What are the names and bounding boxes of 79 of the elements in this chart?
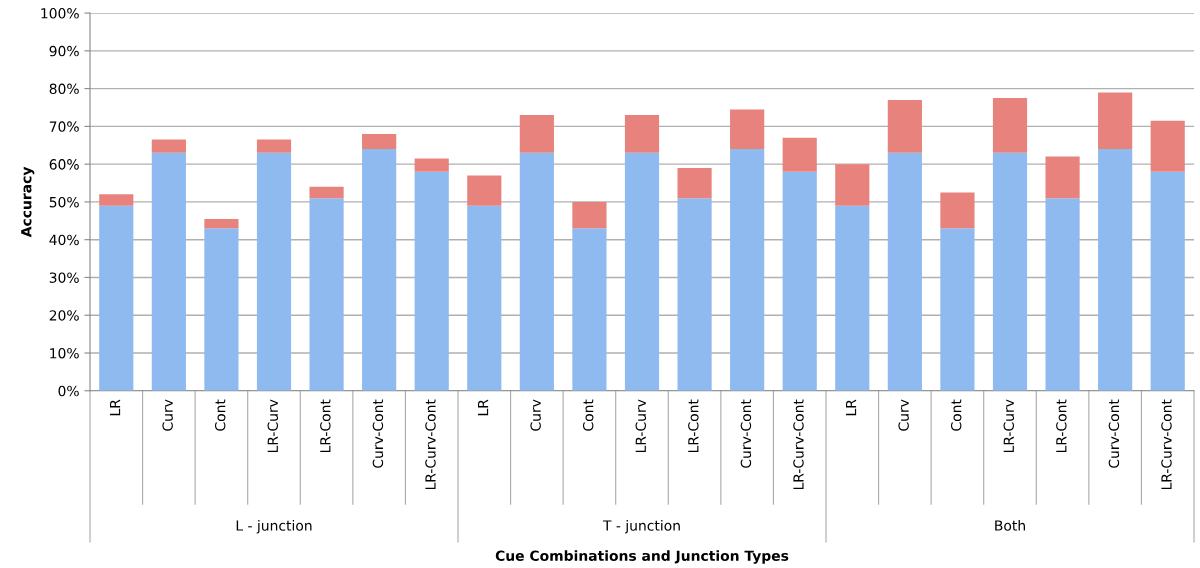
x-tick-label: Cont [214,399,226,431]
bar [572,201,607,229]
x-tick-label: Cont [950,399,962,431]
x-axis-title: Cue Combinations and Junction Types [495,550,789,564]
y-tick-label: 100% [41,8,79,19]
bar [256,152,292,391]
bar [1045,156,1080,199]
bar [1150,171,1185,391]
bar [677,198,712,391]
x-tick-label: Curv [162,399,173,431]
x-tick-label: LR-Curv-Cont [425,399,436,490]
y-tick-label: 0% [58,385,79,397]
bar [677,167,712,199]
bar [730,109,765,150]
bar [1098,92,1133,150]
y-axis-title: Accuracy [21,166,35,238]
text: T - junction [602,520,680,534]
bar [624,152,660,391]
bar [1098,149,1133,391]
bar [835,205,870,391]
y-tick-label: 80% [49,83,79,95]
bar [309,198,344,391]
bar [940,228,975,391]
x-tick-label: Curv [530,399,541,431]
bar [99,194,134,206]
bar [467,175,502,206]
bar [730,149,765,391]
x-tick-label: LR-Curv [267,399,279,453]
x-tick-label: LR-Cont [1056,399,1067,453]
bar [204,228,239,391]
bar [204,218,239,229]
x-tick-label: LR-Curv [1003,399,1015,453]
bar [362,149,397,391]
x-tick-label: LR-Curv-Cont [793,399,804,490]
bar [624,115,660,153]
text: Both [995,520,1025,531]
x-tick-label: Curv-Cont [740,399,752,468]
x-tick-label: Curv [898,399,909,431]
bar [414,171,449,391]
bar [414,158,449,172]
bar [835,164,870,206]
bar [782,137,817,172]
y-tick-label: 40% [49,234,79,246]
x-tick-label: LR-Cont [688,399,699,453]
bar [256,139,292,153]
bar [782,171,817,391]
bar [151,139,186,153]
bar [572,228,607,391]
bar [309,186,344,199]
x-tick-label: LR [109,399,121,416]
x-tick-label: LR-Curv-Cont [1161,399,1172,490]
bar [519,115,554,153]
x-tick-label: LR-Cont [320,399,331,453]
x-tick-label: Cont [582,399,594,431]
bar [362,133,397,150]
bar [940,192,975,229]
bar [519,152,554,391]
bar [992,98,1028,153]
y-tick-label: 30% [49,272,79,283]
y-tick-label: 10% [50,347,79,359]
bar [992,152,1028,391]
y-tick-label: 90% [49,45,79,57]
x-tick-label: LR-Curv [635,399,647,453]
bar [467,205,502,391]
x-tick-label: Curv-Cont [372,399,384,468]
x-tick-label: LR [477,399,489,416]
bar [99,205,134,391]
y-tick-label: 70% [49,121,79,132]
bar [887,99,922,153]
y-tick-label: 20% [49,310,79,321]
y-tick-label: 60% [49,159,79,170]
bar [887,152,922,391]
bar [1150,120,1185,172]
bar [151,152,186,391]
x-tick-label: LR [845,399,857,416]
text: L - junction [236,520,312,534]
y-tick-label: 50% [49,196,79,208]
x-tick-label: Curv-Cont [1108,399,1120,468]
bar [1045,198,1080,391]
